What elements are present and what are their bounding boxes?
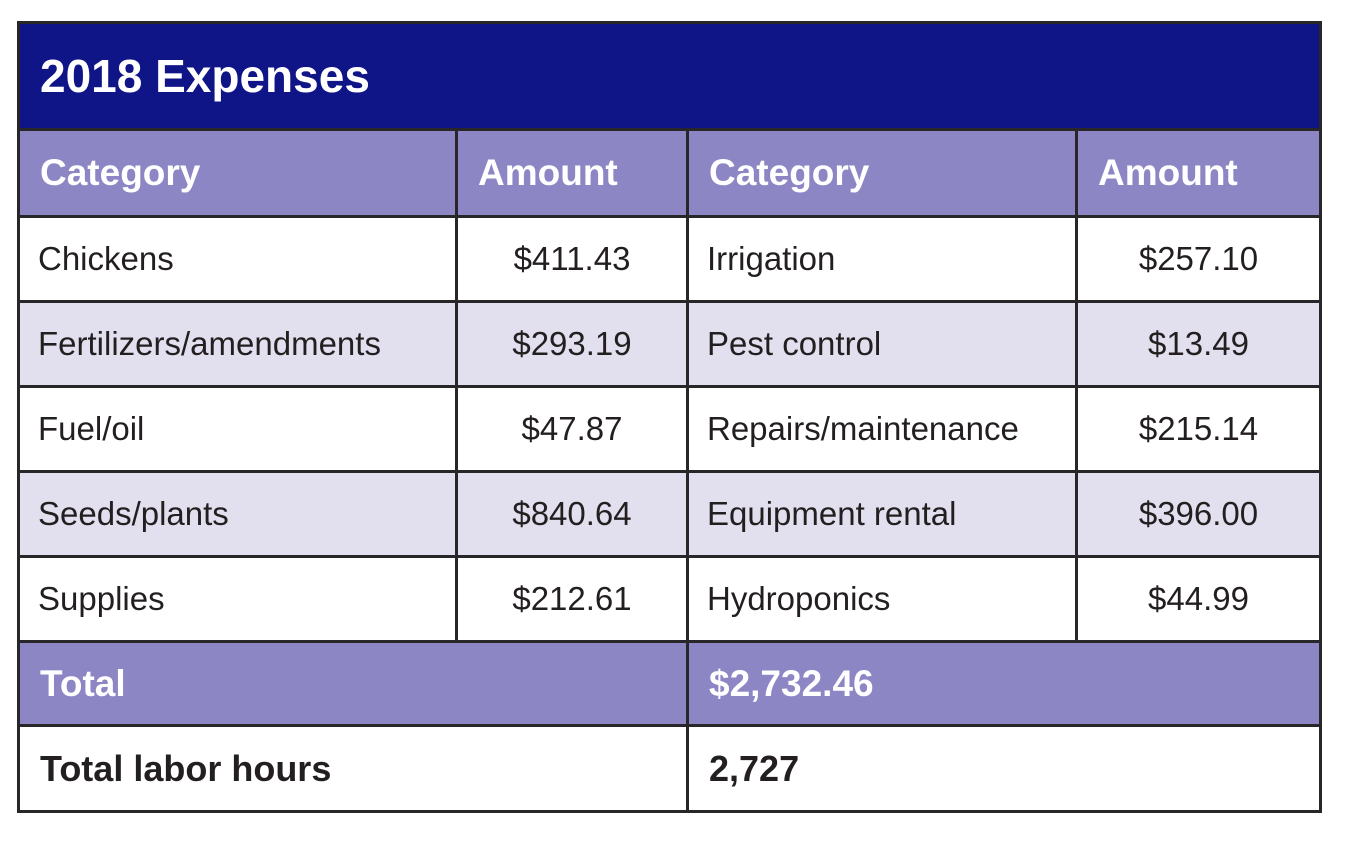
cell-category: Chickens [20,218,455,300]
header-category-left: Category [20,131,455,215]
header-category-right: Category [689,131,1075,215]
cell-amount: $215.14 [1078,388,1319,470]
cell-category: Pest control [689,303,1075,385]
header-amount-left: Amount [458,131,686,215]
cell-amount: $47.87 [458,388,686,470]
cell-category: Equipment rental [689,473,1075,555]
cell-amount: $411.43 [458,218,686,300]
total-label: Total [20,643,686,724]
cell-category: Hydroponics [689,558,1075,640]
table-title: 2018 Expenses [20,24,1319,128]
cell-amount: $396.00 [1078,473,1319,555]
cell-amount: $13.49 [1078,303,1319,385]
labor-hours-label: Total labor hours [20,727,686,810]
cell-category: Supplies [20,558,455,640]
header-amount-right: Amount [1078,131,1319,215]
expenses-table: 2018 Expenses Category Amount Category A… [17,21,1322,813]
cell-category: Fuel/oil [20,388,455,470]
cell-category: Irrigation [689,218,1075,300]
cell-amount: $212.61 [458,558,686,640]
cell-amount: $293.19 [458,303,686,385]
cell-category: Seeds/plants [20,473,455,555]
cell-category: Fertilizers/amendments [20,303,455,385]
cell-amount: $44.99 [1078,558,1319,640]
total-value: $2,732.46 [689,643,1319,724]
cell-amount: $257.10 [1078,218,1319,300]
labor-hours-value: 2,727 [689,727,1319,810]
cell-amount: $840.64 [458,473,686,555]
cell-category: Repairs/maintenance [689,388,1075,470]
